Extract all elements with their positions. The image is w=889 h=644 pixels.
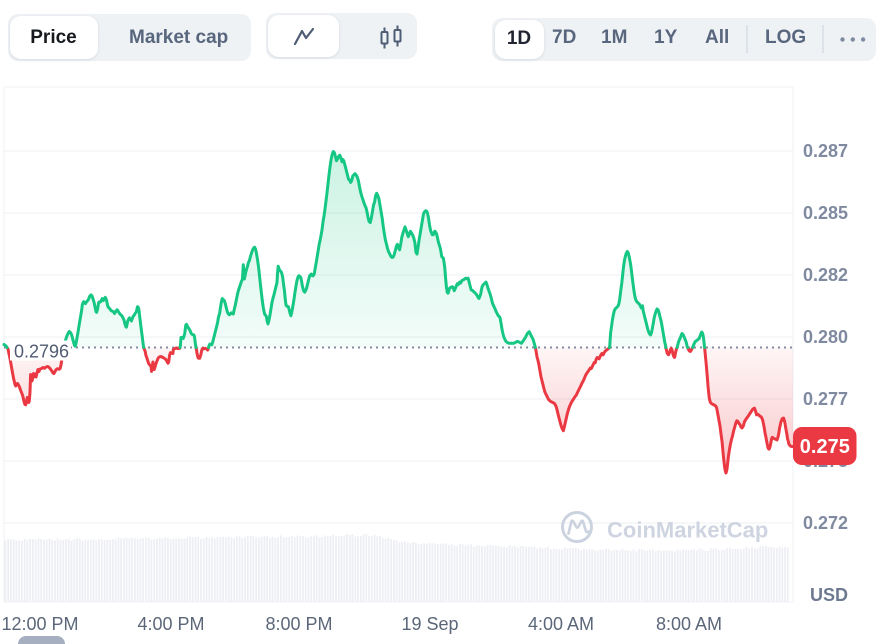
svg-text:0.285: 0.285 xyxy=(803,203,848,223)
svg-text:4:00 PM: 4:00 PM xyxy=(137,614,204,634)
svg-text:4:00 AM: 4:00 AM xyxy=(528,614,594,634)
svg-text:0.280: 0.280 xyxy=(803,327,848,347)
svg-text:CoinMarketCap: CoinMarketCap xyxy=(607,518,768,543)
svg-text:0.275: 0.275 xyxy=(800,436,850,458)
svg-text:USD: USD xyxy=(810,585,848,605)
svg-text:0.277: 0.277 xyxy=(803,389,848,409)
svg-text:12:00 PM: 12:00 PM xyxy=(1,614,78,634)
svg-text:8:00 AM: 8:00 AM xyxy=(656,614,722,634)
svg-text:8:00 PM: 8:00 PM xyxy=(265,614,332,634)
svg-text:0.282: 0.282 xyxy=(803,265,848,285)
svg-text:0.287: 0.287 xyxy=(803,141,848,161)
svg-text:0.2796: 0.2796 xyxy=(14,342,69,362)
svg-text:0.272: 0.272 xyxy=(803,513,848,533)
svg-text:19 Sep: 19 Sep xyxy=(401,614,458,634)
